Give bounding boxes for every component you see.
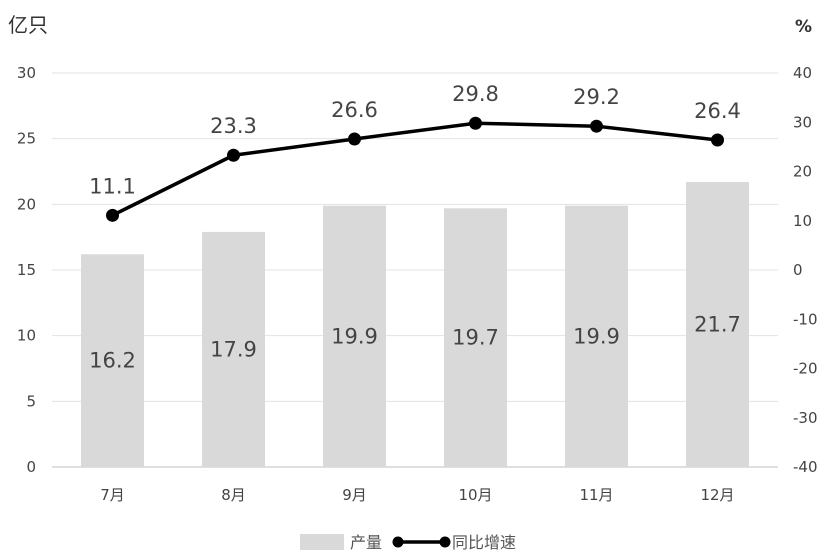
bar-8月 xyxy=(202,231,265,467)
left-tick-label: 15 xyxy=(17,261,36,279)
right-axis-unit: % xyxy=(795,17,812,37)
right-tick-label: -30 xyxy=(793,409,818,427)
bar-value-label: 21.7 xyxy=(694,313,741,337)
category-label: 12月 xyxy=(700,486,734,504)
left-tick-label: 20 xyxy=(17,195,36,213)
legend: 产量 同比增速 xyxy=(300,533,516,552)
line-value-label: 23.3 xyxy=(210,114,257,138)
gridlines xyxy=(52,72,778,468)
category-label: 11月 xyxy=(579,486,613,504)
bar-value-label: 19.9 xyxy=(331,324,378,348)
bar-12月 xyxy=(686,182,749,468)
left-tick-label: 25 xyxy=(17,130,36,148)
line-point-7月 xyxy=(106,208,119,222)
line-value-label: 26.4 xyxy=(694,99,741,123)
right-tick-label: 0 xyxy=(793,261,803,279)
line-series xyxy=(106,116,724,222)
right-tick-label: 40 xyxy=(793,64,812,82)
legend-bar-swatch xyxy=(300,534,344,550)
right-axis-ticks: -40 -30 -20 -10 0 10 20 30 40 xyxy=(793,64,818,476)
category-label: 7月 xyxy=(100,486,125,504)
line-value-label: 29.8 xyxy=(452,82,499,106)
right-tick-label: -20 xyxy=(793,360,818,378)
category-label: 10月 xyxy=(458,486,492,504)
bar-value-label: 19.7 xyxy=(452,326,499,350)
right-tick-label: -40 xyxy=(793,458,818,476)
line-point-9月 xyxy=(348,132,361,146)
line-point-11月 xyxy=(590,119,603,133)
bar-value-label: 19.9 xyxy=(573,324,620,348)
line-point-10月 xyxy=(469,116,482,130)
legend-label-line: 同比增速 xyxy=(452,533,516,552)
line-point-8月 xyxy=(227,148,240,162)
legend-line-marker-right xyxy=(439,536,451,548)
line-point-12月 xyxy=(711,133,724,147)
left-axis-unit: 亿只 xyxy=(8,13,48,37)
bar-11月 xyxy=(565,205,628,467)
line-path xyxy=(111,121,718,217)
legend-label-bar: 产量 xyxy=(350,533,382,552)
line-data-labels: 11.1 23.3 26.6 29.8 29.2 26.4 xyxy=(89,82,741,198)
left-tick-label: 30 xyxy=(17,64,36,82)
line-value-label: 11.1 xyxy=(89,174,136,198)
bar-10月 xyxy=(444,208,507,468)
bar-7月 xyxy=(81,254,144,467)
left-tick-label: 10 xyxy=(17,327,36,345)
legend-line-marker-left xyxy=(392,536,404,548)
line-value-label: 26.6 xyxy=(331,98,378,122)
category-label: 9月 xyxy=(342,486,367,504)
bar-data-labels: 16.2 17.9 19.9 19.7 19.9 21.7 xyxy=(89,313,741,373)
right-tick-label: 20 xyxy=(793,163,812,181)
right-tick-label: -10 xyxy=(793,310,818,328)
bar-value-label: 16.2 xyxy=(89,349,136,373)
left-axis-ticks: 0 5 10 15 20 25 30 xyxy=(17,64,36,476)
bar-series xyxy=(81,182,749,468)
bar-9月 xyxy=(323,205,386,467)
category-label: 8月 xyxy=(221,486,246,504)
left-tick-label: 0 xyxy=(26,458,36,476)
right-tick-label: 10 xyxy=(793,212,812,230)
x-axis-labels: 7月 8月 9月 10月 11月 12月 xyxy=(100,486,734,504)
bar-value-label: 17.9 xyxy=(210,337,257,361)
left-tick-label: 5 xyxy=(26,392,36,410)
right-tick-label: 30 xyxy=(793,113,812,131)
line-value-label: 29.2 xyxy=(573,85,620,109)
